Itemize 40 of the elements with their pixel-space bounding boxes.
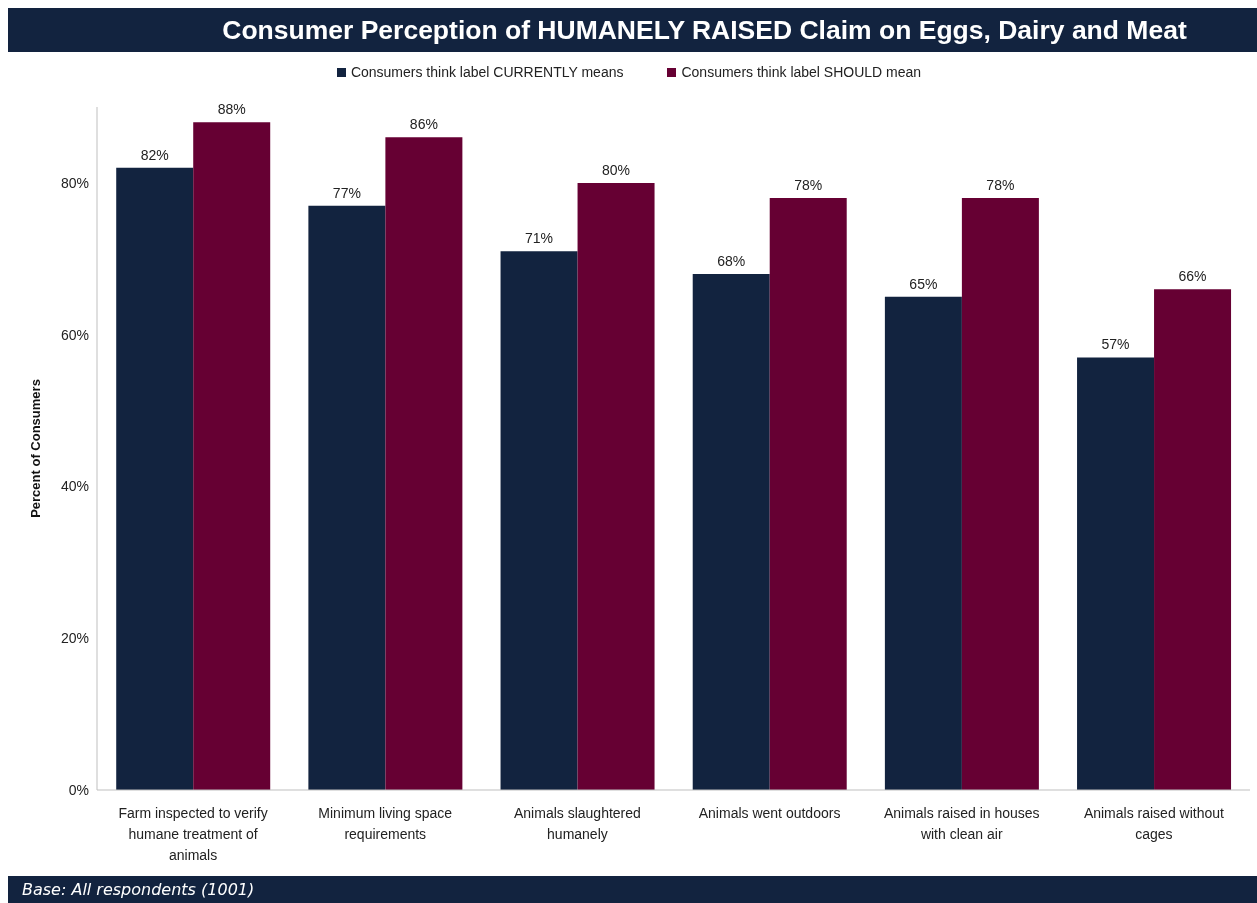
y-tick-label: 0% xyxy=(68,781,89,798)
data-label: 71% xyxy=(525,230,554,247)
y-tick-label: 80% xyxy=(60,174,89,191)
x-tick-label: Animals slaughtered humanely xyxy=(513,804,641,842)
legend-label: Consumers think label CURRENTLY means xyxy=(350,64,624,80)
data-label: 80% xyxy=(602,161,631,178)
data-label: 86% xyxy=(409,116,438,133)
bar xyxy=(961,198,1039,790)
y-tick-label: 20% xyxy=(60,630,89,647)
bar xyxy=(193,122,271,790)
y-axis-title: Percent of Consumers xyxy=(27,379,43,518)
bar xyxy=(1154,289,1232,790)
data-label: 66% xyxy=(1178,268,1207,285)
bar xyxy=(1077,357,1155,790)
chart-title: Consumer Perception of HUMANELY RAISED Claim on Eggs, Dairy and Meat xyxy=(8,8,1257,52)
bar xyxy=(692,273,770,790)
data-label: 77% xyxy=(332,184,361,201)
data-label: 82% xyxy=(140,146,169,163)
y-tick-label: 40% xyxy=(60,478,89,495)
data-label: 78% xyxy=(986,177,1015,194)
data-label: 78% xyxy=(794,177,823,194)
bar xyxy=(577,182,655,790)
data-label: 57% xyxy=(1101,336,1130,353)
legend-label: Consumers think label SHOULD mean xyxy=(681,64,922,80)
text: Base: All respondents (1001) xyxy=(8,876,1257,903)
x-tick-label: Minimum living space requirements xyxy=(318,804,453,842)
data-label: 68% xyxy=(717,252,746,269)
x-tick-label: Animals raised in houses with clean air xyxy=(883,804,1040,842)
data-label: 65% xyxy=(909,275,938,292)
bar xyxy=(500,251,578,790)
y-tick-label: 60% xyxy=(60,326,89,343)
x-tick-label: Animals raised without cages xyxy=(1083,804,1225,842)
bar xyxy=(769,198,847,790)
x-tick-label: Animals went outdoors xyxy=(698,804,841,821)
bar xyxy=(385,137,463,790)
bar xyxy=(116,167,194,790)
data-label: 88% xyxy=(217,101,246,118)
bar xyxy=(308,205,386,790)
bar xyxy=(884,296,962,790)
x-tick-label: Farm inspected to verify humane treatment of animals xyxy=(118,804,268,863)
